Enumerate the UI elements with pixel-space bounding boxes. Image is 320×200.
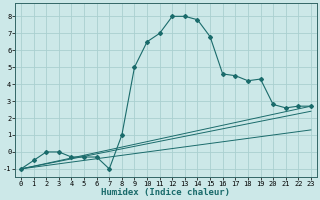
X-axis label: Humidex (Indice chaleur): Humidex (Indice chaleur)	[101, 188, 230, 197]
